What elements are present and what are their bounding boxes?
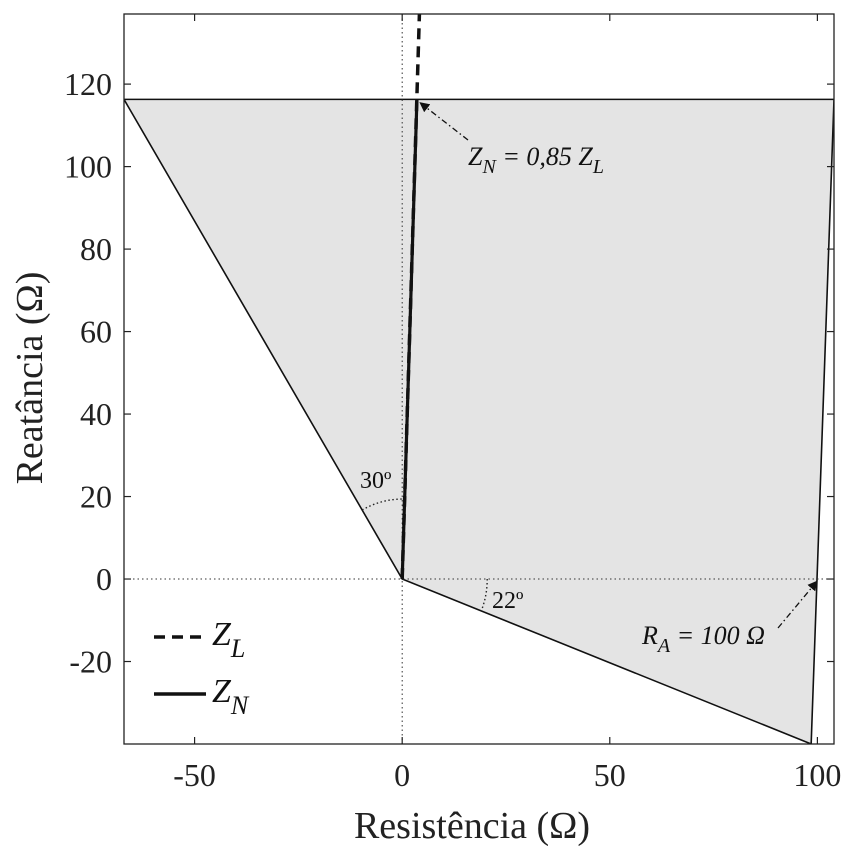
annotation-ra-text: RA = 100 Ω <box>641 621 765 657</box>
x-tick-label: -50 <box>173 757 216 793</box>
y-tick-label: 60 <box>80 314 112 350</box>
y-tick-label: 100 <box>64 149 112 185</box>
series-line-z-n <box>400 99 419 580</box>
angle-label-22: 22º <box>492 588 524 614</box>
y-tick-label: 0 <box>96 561 112 597</box>
annotation-arrow-ra <box>777 580 818 629</box>
annotation-zn-text: ZN = 0,85 ZL <box>468 142 604 178</box>
x-tick-label: 50 <box>594 757 626 793</box>
y-tick-label: 120 <box>64 66 112 102</box>
legend-zn-label: ZN <box>212 673 250 720</box>
annotation-arrow-zn <box>419 102 469 141</box>
angle-label-30: 30º <box>360 468 392 494</box>
legend-zl-label: ZL <box>212 616 245 663</box>
y-tick-label: 80 <box>80 231 112 267</box>
angle-arc-30 <box>361 498 403 511</box>
characteristic-quadrilateral <box>124 98 834 744</box>
y-tick-label: 20 <box>80 479 112 515</box>
y-tick-label: -20 <box>69 644 112 680</box>
y-axis-label: Reatância (Ω) <box>9 272 51 485</box>
x-tick-label: 0 <box>394 757 410 793</box>
x-axis-label: Resistência (Ω) <box>354 805 590 846</box>
axes-box <box>123 13 835 745</box>
x-tick-label: 100 <box>793 757 841 793</box>
angle-arc-22 <box>480 579 488 612</box>
legend: ZL ZN <box>154 616 250 720</box>
y-tick-label: 40 <box>80 396 112 432</box>
